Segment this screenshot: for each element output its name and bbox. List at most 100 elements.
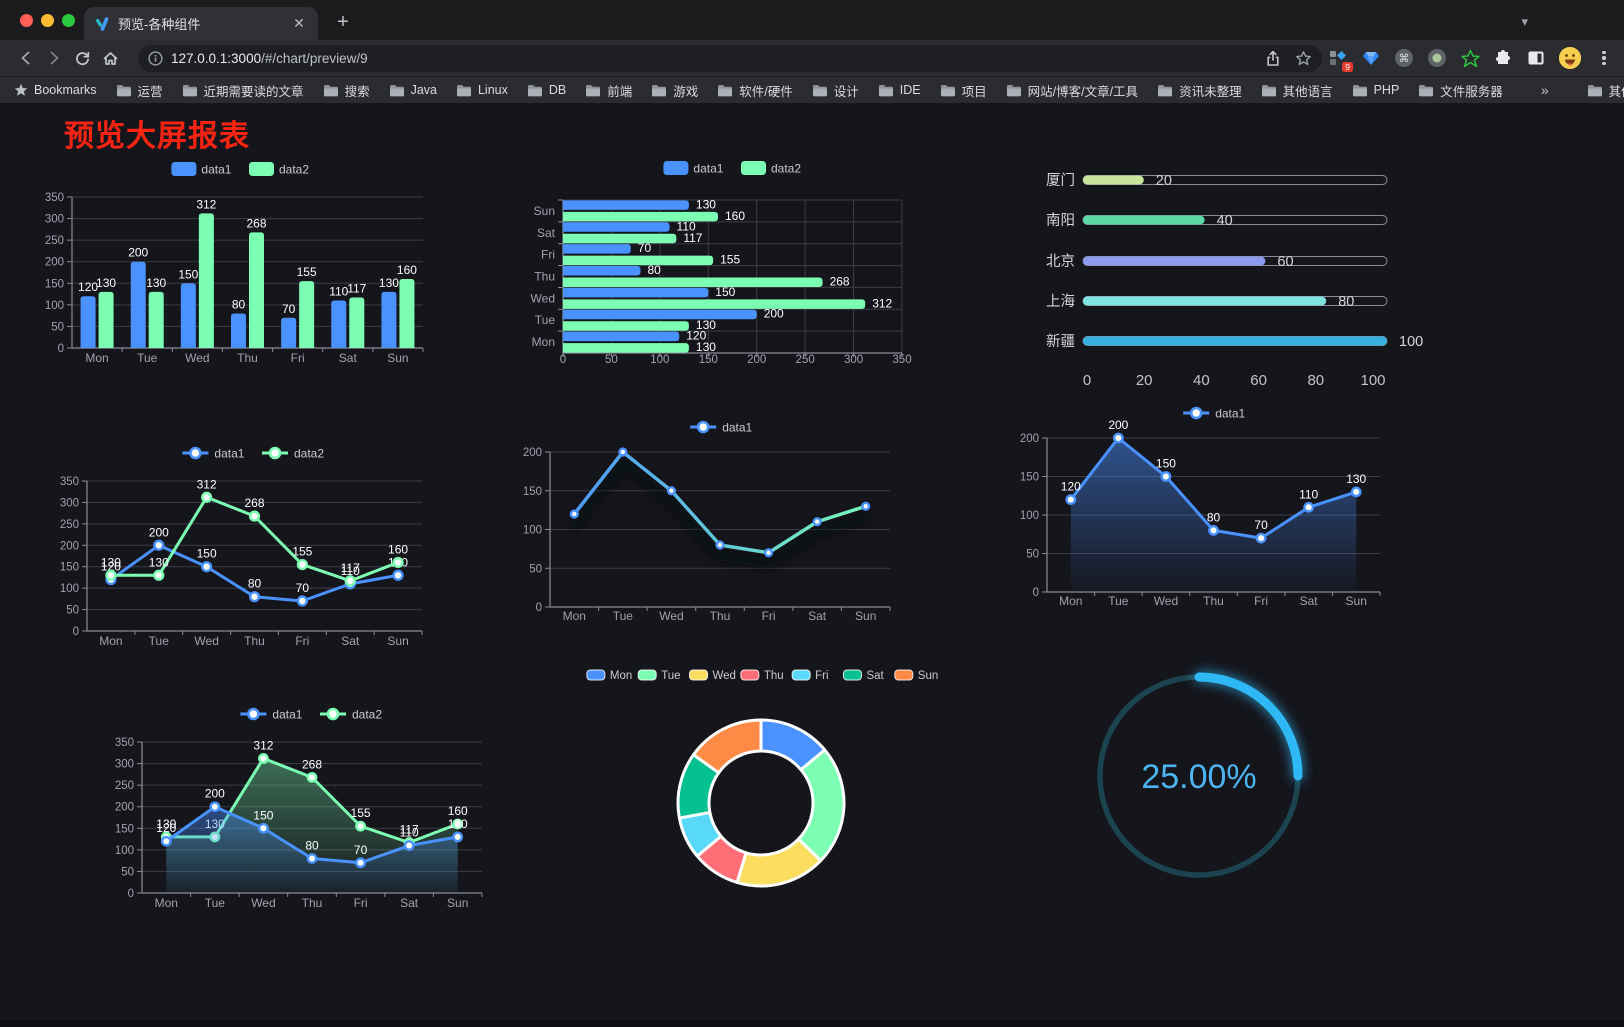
gradient-line-canvas: data1 0 50 100 150 200 Mon Tue Wed Thu Fri Sat Sun xyxy=(523,420,891,623)
folder-icon xyxy=(323,84,339,97)
bookmark-folder[interactable]: 文件服务器 xyxy=(1418,81,1503,100)
svg-text:Mon: Mon xyxy=(85,351,108,365)
two-series-area-line-chart[interactable]: data1 data2 0 50 100 150 200 250 300 350 Mon Tue Wed… xyxy=(90,665,510,915)
svg-text:Thu: Thu xyxy=(1203,594,1224,608)
bookmark-folder[interactable]: DB xyxy=(527,81,566,100)
site-info-icon[interactable] xyxy=(148,51,163,66)
bookmark-folder[interactable]: PHP xyxy=(1352,81,1399,100)
svg-text:data1: data1 xyxy=(693,161,723,175)
svg-text:70: 70 xyxy=(354,843,368,857)
svg-text:50: 50 xyxy=(529,563,542,575)
tabstrip-chevron-icon[interactable]: ▾ xyxy=(1521,14,1528,29)
folder-icon xyxy=(651,84,667,97)
svg-text:50: 50 xyxy=(121,866,134,878)
svg-text:130: 130 xyxy=(696,318,716,332)
back-button[interactable] xyxy=(12,44,40,72)
two-series-line-chart[interactable]: data1 data2 0 50 100 150 200 250 300 350 Mon Tue Wed… xyxy=(30,440,470,665)
bookmark-folder[interactable]: IDE xyxy=(878,81,921,100)
progress-gauge-chart[interactable]: 25.00% xyxy=(1082,658,1317,893)
horizontal-bar-chart[interactable]: data1 data2 0 50 100 150 200 250 300 350 Sun 130 160… xyxy=(500,145,920,377)
svg-text:200: 200 xyxy=(747,354,766,366)
bookmark-folder[interactable]: 资讯未整理 xyxy=(1157,81,1242,100)
profile-avatar[interactable] xyxy=(1559,47,1581,69)
close-window-button[interactable] xyxy=(20,14,33,27)
svg-text:25.00%: 25.00% xyxy=(1141,758,1256,796)
folder-icon xyxy=(389,84,405,97)
svg-text:100: 100 xyxy=(1399,334,1423,350)
bookmark-folder[interactable]: 其他语言 xyxy=(1261,81,1333,100)
url-text: 127.0.0.1:3000/#/chart/preview/9 xyxy=(171,51,368,66)
minimize-window-button[interactable] xyxy=(41,14,54,27)
new-tab-button[interactable]: + xyxy=(337,11,349,33)
extension-dot-icon[interactable] xyxy=(1427,48,1447,68)
svg-text:130: 130 xyxy=(379,276,399,290)
extension-blocks-icon[interactable]: 9 xyxy=(1328,48,1353,72)
svg-text:Sat: Sat xyxy=(866,670,884,682)
svg-text:80: 80 xyxy=(248,577,262,591)
svg-text:150: 150 xyxy=(1020,472,1039,484)
svg-text:⌘: ⌘ xyxy=(1399,53,1410,65)
bookmarks-bar: Bookmarks 运营 近期需要读的文章 搜索 Java Linux DB 前端 游戏 软件/… xyxy=(0,76,1624,103)
browser-tab[interactable]: 预览-各种组件 ✕ xyxy=(84,7,318,40)
bookmark-star-icon[interactable] xyxy=(1295,50,1312,67)
bookmark-folder[interactable]: 前端 xyxy=(585,81,632,100)
svg-text:40: 40 xyxy=(1217,213,1233,229)
svg-text:268: 268 xyxy=(246,216,266,230)
svg-text:Fri: Fri xyxy=(815,670,828,682)
bookmark-folder[interactable]: 软件/硬件 xyxy=(717,81,793,100)
svg-text:Wed: Wed xyxy=(1154,594,1178,608)
tab-close-icon[interactable]: ✕ xyxy=(293,14,305,31)
svg-text:Sun: Sun xyxy=(918,670,938,682)
extension-gem-icon[interactable] xyxy=(1361,48,1381,68)
svg-text:Wed: Wed xyxy=(185,351,209,365)
svg-text:160: 160 xyxy=(448,804,468,818)
city-progress-chart[interactable]: 厦门 20 南阳 40 北京 60 上海 80 新疆 100 0 20 40 60 80 100 xyxy=(1000,155,1445,395)
bookmark-folder-label: Linux xyxy=(477,83,508,97)
bookmark-folder[interactable]: 游戏 xyxy=(651,81,698,100)
gradient-line-chart[interactable]: data1 0 50 100 150 200 Mon Tue Wed Thu Fri Sat Sun xyxy=(495,390,905,628)
bookmark-folder[interactable]: 运营 xyxy=(116,81,163,100)
svg-text:312: 312 xyxy=(253,738,273,752)
maximize-window-button[interactable] xyxy=(62,14,75,27)
svg-text:100: 100 xyxy=(60,583,79,595)
bookmark-folder[interactable]: 项目 xyxy=(940,81,987,100)
bookmark-folder[interactable]: 搜索 xyxy=(323,81,370,100)
svg-text:160: 160 xyxy=(388,542,408,556)
single-area-line-chart[interactable]: data1 0 50 100 150 200 Mon Tue Wed Thu Fri Sat Sun 12… xyxy=(980,385,1400,625)
svg-text:北京: 北京 xyxy=(1046,253,1075,270)
folder-icon xyxy=(116,84,132,97)
browser-menu-icon[interactable] xyxy=(1594,48,1614,68)
folder-icon xyxy=(812,84,828,97)
forward-button[interactable] xyxy=(40,44,68,72)
svg-text:Fri: Fri xyxy=(295,634,309,648)
svg-text:155: 155 xyxy=(297,265,317,279)
home-button[interactable] xyxy=(96,44,124,72)
svg-text:110: 110 xyxy=(1299,487,1318,501)
address-bar[interactable]: 127.0.0.1:3000/#/chart/preview/9 xyxy=(138,45,1322,72)
folder-icon xyxy=(1261,84,1277,97)
share-icon[interactable] xyxy=(1265,50,1281,67)
extension-command-icon[interactable]: ⌘ xyxy=(1394,48,1414,68)
svg-text:150: 150 xyxy=(60,562,79,574)
side-panel-icon[interactable] xyxy=(1526,48,1546,68)
folder-icon xyxy=(940,84,956,97)
extensions-puzzle-icon[interactable] xyxy=(1493,48,1513,68)
svg-text:300: 300 xyxy=(60,497,79,509)
reload-button[interactable] xyxy=(68,44,96,72)
bookmark-folder[interactable]: Linux xyxy=(456,81,508,100)
other-bookmarks-folder[interactable]: 其他书签 xyxy=(1587,81,1624,100)
grouped-bar-chart[interactable]: data1 data2 0 50 100 150 200 250 300 350 Mon Tue Wed… xyxy=(30,140,470,375)
weekday-donut-chart[interactable]: Mon Tue Wed Thu Fri Sat Sun xyxy=(550,630,980,898)
bookmark-folder[interactable]: 网站/博客/文章/工具 xyxy=(1006,81,1138,100)
svg-text:117: 117 xyxy=(341,561,360,575)
bookmark-folder[interactable]: Java xyxy=(389,81,437,100)
weekday-donut-canvas: Mon Tue Wed Thu Fri Sat Sun xyxy=(586,669,938,888)
bookmarks-overflow-chevron[interactable]: » xyxy=(1540,82,1549,98)
bookmark-folder[interactable]: 设计 xyxy=(812,81,859,100)
svg-text:50: 50 xyxy=(605,354,618,366)
svg-text:100: 100 xyxy=(1020,510,1039,522)
bookmark-folder[interactable]: 近期需要读的文章 xyxy=(182,81,304,100)
extension-green-star-icon[interactable] xyxy=(1460,48,1480,68)
bookmarks-root[interactable]: Bookmarks xyxy=(14,83,97,97)
